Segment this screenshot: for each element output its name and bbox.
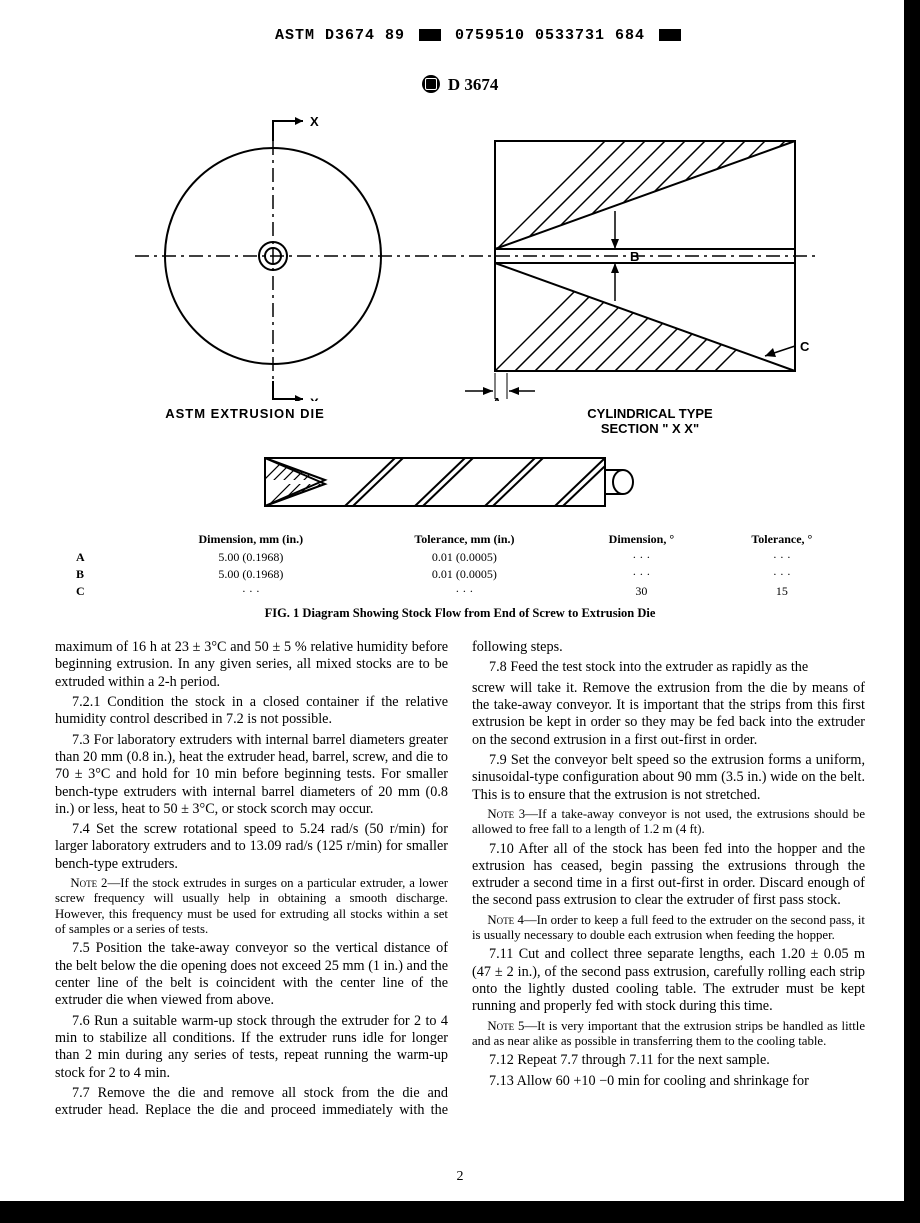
barcode-header: ASTM D3674 89 0759510 0533731 684 — [55, 10, 865, 61]
table-header-row: Dimension, mm (in.) Tolerance, mm (in.) … — [70, 530, 850, 549]
para: 7.10 After all of the stock has been fed… — [472, 841, 865, 910]
para: 7.11 Cut and collect three separate leng… — [472, 946, 865, 1015]
table-row: A 5.00 (0.1968) 0.01 (0.0005) · · · · · … — [70, 549, 850, 566]
para: 7.2.1 Condition the stock in a closed co… — [55, 694, 448, 729]
label-B: B — [630, 249, 639, 264]
para: 7.5 Position the take-away conveyor so t… — [55, 940, 448, 1009]
note-label: Note — [487, 807, 514, 821]
figure-diagram: X X — [55, 101, 865, 401]
standard-header: D 3674 — [55, 75, 865, 95]
para: 7.3 For laboratory extruders with intern… — [55, 732, 448, 819]
note-label: Note — [70, 876, 97, 890]
body-text: maximum of 16 h at 23 ± 3°C and 50 ± 5 %… — [55, 639, 865, 1120]
cell: · · · — [142, 583, 360, 600]
figure-1: X X — [55, 101, 865, 621]
cell: 30 — [569, 583, 714, 600]
para: 7.9 Set the conveyor belt speed so the e… — [472, 752, 865, 804]
note-5: Note 5—It is very important that the ext… — [472, 1019, 865, 1050]
screw-diagram — [55, 444, 865, 524]
note-2: Note 2—If the stock extrudes in surges o… — [55, 876, 448, 937]
barcode-block — [419, 29, 441, 41]
table-row: B 5.00 (0.1968) 0.01 (0.0005) · · · · · … — [70, 566, 850, 583]
para: screw will take it. Remove the extrusion… — [472, 680, 865, 749]
standard-number: D 3674 — [448, 75, 499, 94]
label-A: A — [492, 395, 502, 401]
col-dim-deg: Dimension, ° — [569, 530, 714, 549]
cell: 0.01 (0.0005) — [360, 566, 569, 583]
para: 7.4 Set the screw rotational speed to 5.… — [55, 821, 448, 873]
note-text: 2—If the stock extrudes in surges on a p… — [55, 876, 448, 936]
label-C: C — [800, 339, 810, 354]
cell: · · · — [360, 583, 569, 600]
col-dim-mm: Dimension, mm (in.) — [142, 530, 360, 549]
dimension-table: Dimension, mm (in.) Tolerance, mm (in.) … — [70, 530, 850, 600]
section-title-block: CYLINDRICAL TYPE SECTION " X X" — [435, 406, 865, 436]
scan-edge-right — [904, 0, 920, 1223]
die-title: ASTM EXTRUSION DIE — [55, 406, 435, 436]
note-label: Note — [487, 1019, 514, 1033]
para: maximum of 16 h at 23 ± 3°C and 50 ± 5 %… — [55, 639, 448, 691]
scan-edge-bottom — [0, 1201, 920, 1223]
barcode-block — [659, 29, 681, 41]
cell: · · · — [569, 549, 714, 566]
cell: · · · — [714, 549, 850, 566]
page-number: 2 — [0, 1169, 920, 1185]
note-3: Note 3—If a take-away conveyor is not us… — [472, 807, 865, 838]
para: 7.6 Run a suitable warm-up stock through… — [55, 1013, 448, 1082]
row-label: C — [70, 583, 142, 600]
para: 7.8 Feed the test stock into the extrude… — [472, 659, 865, 676]
table-row: C · · · · · · 30 15 — [70, 583, 850, 600]
note-text: 4—In order to keep a full feed to the ex… — [472, 913, 865, 942]
cell: 5.00 (0.1968) — [142, 549, 360, 566]
para: 7.13 Allow 60 +10 −0 min for cooling and… — [472, 1073, 865, 1090]
cell: · · · — [569, 566, 714, 583]
cell: · · · — [714, 566, 850, 583]
row-label: A — [70, 549, 142, 566]
cell: 5.00 (0.1968) — [142, 566, 360, 583]
section-title: CYLINDRICAL TYPE — [587, 406, 712, 421]
note-text: 3—If a take-away conveyor is not used, t… — [472, 807, 865, 836]
note-text: 5—It is very important that the extrusio… — [472, 1019, 865, 1048]
figure-titles: ASTM EXTRUSION DIE CYLINDRICAL TYPE SECT… — [55, 406, 865, 436]
page: ASTM D3674 89 0759510 0533731 684 D 3674… — [0, 0, 920, 1223]
cell: 15 — [714, 583, 850, 600]
col-tol-mm: Tolerance, mm (in.) — [360, 530, 569, 549]
figure-caption: FIG. 1 Diagram Showing Stock Flow from E… — [55, 606, 865, 621]
row-label: B — [70, 566, 142, 583]
cell: 0.01 (0.0005) — [360, 549, 569, 566]
label-x-top: X — [310, 114, 319, 129]
astm-logo-icon — [422, 75, 440, 93]
para: 7.12 Repeat 7.7 through 7.11 for the nex… — [472, 1052, 865, 1069]
section-subtitle: SECTION " X X" — [601, 421, 699, 436]
label-x-bottom: X — [310, 395, 319, 401]
note-4: Note 4—In order to keep a full feed to t… — [472, 913, 865, 944]
col-tol-deg: Tolerance, ° — [714, 530, 850, 549]
note-label: Note — [487, 913, 514, 927]
